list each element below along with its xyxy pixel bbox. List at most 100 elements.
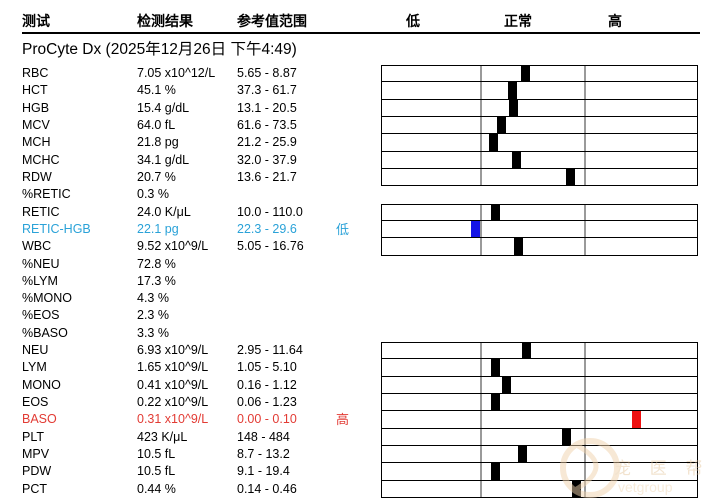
- table-row: BASO 0.31 x10^9/L 0.00 - 0.10 高: [0, 411, 703, 428]
- test-result: 1.65 x10^9/L: [137, 360, 209, 375]
- normal-high-divider: [584, 151, 586, 168]
- result-marker: [490, 394, 500, 411]
- reference-range: 61.6 - 73.5: [237, 117, 297, 132]
- normal-high-divider: [584, 359, 586, 376]
- normal-high-divider: [584, 168, 586, 186]
- result-marker: [518, 446, 528, 463]
- table-row: MCH 21.8 pg 21.2 - 25.9: [0, 134, 703, 151]
- reference-range: 37.3 - 61.7: [237, 83, 297, 98]
- low-normal-divider: [479, 220, 482, 238]
- low-normal-divider: [479, 428, 482, 446]
- normal-high-divider: [584, 134, 586, 151]
- result-marker: [514, 238, 524, 255]
- test-result: 0.31 x10^9/L: [137, 412, 209, 427]
- normal-high-divider: [584, 463, 586, 480]
- reference-range: 1.05 - 5.10: [237, 360, 297, 375]
- test-name: %BASO: [22, 325, 68, 340]
- normal-high-divider: [584, 343, 586, 359]
- low-normal-divider: [479, 480, 482, 497]
- range-bar-chart: [381, 203, 698, 221]
- table-row: WBC 9.52 x10^9/L 5.05 - 16.76: [0, 238, 703, 255]
- analyzer-run-title: ProCyte Dx (2025年12月26日 下午4:49): [22, 41, 297, 58]
- normal-high-divider: [584, 238, 586, 255]
- low-normal-divider: [479, 343, 482, 359]
- result-marker: [632, 411, 642, 428]
- test-result: 0.22 x10^9/L: [137, 395, 209, 410]
- test-result: 20.7 %: [137, 169, 176, 184]
- table-row: %MONO 4.3 %: [0, 290, 703, 307]
- low-normal-divider: [479, 66, 482, 82]
- table-row: %EOS 2.3 %: [0, 307, 703, 324]
- result-marker: [497, 116, 507, 134]
- test-name: %NEU: [22, 256, 60, 271]
- low-normal-divider: [479, 134, 482, 151]
- test-result: 24.0 K/μL: [137, 204, 191, 219]
- test-name: WBC: [22, 239, 52, 254]
- test-result: 0.3 %: [137, 187, 169, 202]
- result-marker: [507, 82, 517, 99]
- low-normal-divider: [479, 99, 482, 116]
- test-name: BASO: [22, 412, 57, 427]
- table-row: EOS 0.22 x10^9/L 0.06 - 1.23: [0, 394, 703, 411]
- range-bar-chart: [381, 342, 698, 360]
- test-name: MPV: [22, 447, 50, 462]
- column-header-result: 检测结果: [137, 13, 193, 29]
- normal-high-divider: [584, 428, 586, 446]
- test-result: 7.05 x10^12/L: [137, 66, 216, 80]
- test-result: 17.3 %: [137, 273, 176, 288]
- table-row: HGB 15.4 g/dL 13.1 - 20.5: [0, 100, 703, 117]
- test-result: 22.1 pg: [137, 221, 179, 236]
- test-result: 423 K/μL: [137, 429, 188, 444]
- column-header-normal: 正常: [504, 13, 532, 29]
- test-result: 0.44 %: [137, 481, 176, 496]
- range-bar-chart: [381, 65, 698, 83]
- test-name: PLT: [22, 429, 44, 444]
- normal-high-divider: [584, 66, 586, 82]
- reference-range: 0.16 - 1.12: [237, 377, 297, 392]
- test-name: HGB: [22, 100, 50, 115]
- reference-range: 13.1 - 20.5: [237, 100, 297, 115]
- normal-high-divider: [584, 411, 586, 428]
- result-marker: [520, 66, 530, 82]
- range-bar-chart: [381, 134, 698, 152]
- range-bar-chart: [381, 480, 698, 498]
- low-normal-divider: [479, 376, 482, 394]
- test-result: 10.5 fL: [137, 464, 176, 479]
- test-name: PCT: [22, 481, 47, 496]
- test-name: MCH: [22, 135, 51, 150]
- result-marker: [571, 480, 581, 497]
- low-normal-divider: [479, 394, 482, 411]
- test-result: 34.1 g/dL: [137, 152, 190, 167]
- test-name: RBC: [22, 66, 49, 80]
- reference-range: 5.05 - 16.76: [237, 239, 304, 254]
- range-bar-chart: [381, 238, 698, 256]
- table-row: %NEU 72.8 %: [0, 256, 703, 273]
- test-result: 72.8 %: [137, 256, 176, 271]
- normal-high-divider: [584, 394, 586, 411]
- low-normal-divider: [479, 359, 482, 376]
- reference-range: 22.3 - 29.6: [237, 221, 297, 236]
- range-bar-chart: [381, 151, 698, 169]
- column-header-high: 高: [608, 13, 622, 29]
- test-result: 64.0 fL: [137, 117, 176, 132]
- range-bar-chart: [381, 82, 698, 100]
- reference-range: 10.0 - 110.0: [237, 204, 303, 219]
- low-normal-divider: [479, 151, 482, 168]
- test-name: RDW: [22, 169, 52, 184]
- header-divider: [22, 32, 700, 34]
- reference-range: 13.6 - 21.7: [237, 169, 297, 184]
- reference-range: 0.06 - 1.23: [237, 395, 297, 410]
- test-name: HCT: [22, 83, 48, 98]
- reference-range: 2.95 - 11.64: [237, 343, 303, 358]
- range-bar-chart: [381, 463, 698, 481]
- test-name: RETIC-HGB: [22, 221, 91, 236]
- normal-high-divider: [584, 204, 586, 220]
- range-bar-chart: [381, 428, 698, 447]
- test-name: MONO: [22, 377, 61, 392]
- low-normal-divider: [479, 204, 482, 220]
- result-marker: [489, 134, 499, 151]
- normal-high-divider: [584, 82, 586, 99]
- test-result: 15.4 g/dL: [137, 100, 190, 115]
- table-row: RETIC-HGB 22.1 pg 22.3 - 29.6 低: [0, 221, 703, 238]
- table-row: PDW 10.5 fL 9.1 - 19.4: [0, 463, 703, 480]
